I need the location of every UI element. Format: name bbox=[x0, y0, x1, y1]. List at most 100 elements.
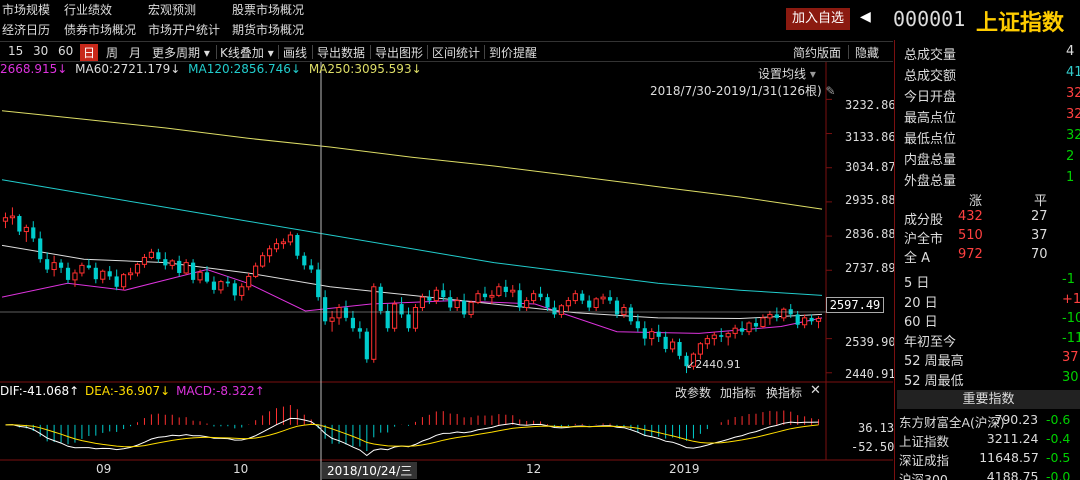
candle bbox=[704, 338, 710, 345]
candle bbox=[524, 300, 530, 309]
return-label: 20 日 bbox=[904, 295, 938, 311]
nav-industry-perf[interactable]: 行业绩效 bbox=[64, 3, 113, 17]
crosshair-date: 2018/10/24/三 bbox=[322, 462, 418, 479]
return-value: +1 bbox=[1062, 291, 1080, 307]
breadth-label: 全 A bbox=[904, 251, 931, 266]
period-day[interactable]: 日 bbox=[80, 44, 99, 61]
stat-value: 32 bbox=[1066, 86, 1080, 101]
breadth-flat: 70 bbox=[1031, 247, 1048, 262]
export-data-button[interactable]: 导出数据 bbox=[317, 46, 366, 60]
candle bbox=[809, 317, 814, 322]
period-week[interactable]: 周 bbox=[106, 46, 119, 60]
stat-value: 41 bbox=[1066, 65, 1080, 80]
candle bbox=[774, 314, 779, 318]
nav-macro-forecast[interactable]: 宏观预测 bbox=[148, 3, 197, 17]
candle bbox=[86, 265, 91, 268]
return-label: 5 日 bbox=[904, 276, 930, 291]
candle bbox=[697, 343, 703, 355]
nav-stock-market[interactable]: 股票市场概况 bbox=[232, 3, 305, 17]
panel-divider bbox=[894, 40, 895, 480]
nav-account-stats[interactable]: 市场开户统计 bbox=[148, 23, 221, 37]
stat-label: 最高点位 bbox=[904, 111, 957, 126]
breadth-flat: 27 bbox=[1031, 209, 1048, 224]
candle bbox=[746, 322, 752, 333]
nav-econ-calendar[interactable]: 经济日历 bbox=[2, 23, 51, 37]
candle bbox=[218, 281, 224, 291]
top-nav: 市场规模 行业绩效 宏观预测 股票市场概况 经济日历 债券市场概况 市场开户统计… bbox=[0, 0, 330, 40]
kline-overlay-button[interactable]: K线叠加 ▾ bbox=[220, 46, 274, 60]
draw-line-button[interactable]: 画线 bbox=[283, 46, 308, 60]
candle bbox=[31, 227, 36, 239]
candle bbox=[587, 300, 592, 308]
stat-value: 320 bbox=[1066, 128, 1080, 143]
ma250-line bbox=[1, 110, 823, 210]
period-60[interactable]: 60 bbox=[58, 44, 74, 58]
nav-bond-market[interactable]: 债券市场概况 bbox=[64, 23, 137, 37]
stat-value: 2 bbox=[1066, 149, 1075, 164]
index-change: -0.5 bbox=[1046, 450, 1071, 465]
add-indicator-button[interactable]: 加指标 bbox=[720, 386, 757, 400]
candle bbox=[580, 293, 585, 301]
candle bbox=[225, 281, 230, 284]
interval-stats-button[interactable]: 区间统计 bbox=[432, 46, 481, 60]
current-price-label: 2597.49 bbox=[826, 297, 884, 313]
candle bbox=[246, 275, 252, 288]
candle bbox=[266, 248, 273, 257]
candle bbox=[767, 313, 773, 319]
candle bbox=[545, 297, 550, 308]
candle bbox=[740, 328, 745, 332]
period-month[interactable]: 月 bbox=[129, 46, 142, 60]
add-watchlist-button[interactable]: 加入自选 bbox=[786, 8, 850, 30]
change-params-button[interactable]: 改参数 bbox=[675, 386, 712, 400]
export-figure-button[interactable]: 导出图形 bbox=[375, 46, 424, 60]
macd-tick: 36.13 bbox=[858, 421, 895, 435]
candle bbox=[329, 317, 335, 322]
date-range-label: 2018/7/30-2019/1/31(126根) ✎ bbox=[650, 84, 836, 98]
prev-arrow-icon[interactable]: ◀ bbox=[860, 9, 871, 25]
candle bbox=[58, 262, 64, 268]
macd-value: MACD:-8.322↑ bbox=[176, 384, 265, 398]
candle bbox=[134, 263, 141, 274]
candle bbox=[406, 314, 411, 329]
candle bbox=[475, 293, 481, 303]
candle bbox=[141, 256, 148, 265]
candle bbox=[239, 286, 245, 296]
stock-code: 000001 bbox=[893, 7, 966, 31]
index-value: 4188.75 bbox=[986, 469, 1039, 480]
nav-futures-market[interactable]: 期货市场概况 bbox=[232, 23, 305, 37]
close-icon[interactable]: ✕ bbox=[810, 383, 821, 398]
candle bbox=[121, 274, 127, 288]
simple-layout-button[interactable]: 简约版面 bbox=[793, 46, 842, 60]
breadth-header: 平 bbox=[1034, 194, 1048, 209]
divider bbox=[278, 45, 279, 59]
return-value: -11 bbox=[1062, 330, 1080, 346]
return-value: -1 bbox=[1062, 272, 1075, 287]
stat-label: 总成交额 bbox=[904, 69, 957, 84]
breadth-label: 沪全市 bbox=[904, 232, 944, 247]
hide-panel-button[interactable]: 隐藏 bbox=[855, 46, 880, 60]
candle bbox=[316, 269, 321, 298]
candle bbox=[531, 293, 537, 302]
nav-market-scale[interactable]: 市场规模 bbox=[2, 3, 51, 17]
price-alert-button[interactable]: 到价提醒 bbox=[489, 46, 538, 60]
candle bbox=[433, 289, 439, 302]
candle bbox=[558, 305, 564, 315]
y-tick: 2440.91 bbox=[845, 367, 896, 381]
dea-line bbox=[5, 423, 819, 448]
dif-value: DIF:-41.068↑ bbox=[0, 384, 80, 398]
switch-indicator-button[interactable]: 换指标 bbox=[766, 386, 803, 400]
candle bbox=[148, 251, 154, 258]
kline-chart[interactable] bbox=[0, 62, 893, 480]
period-30[interactable]: 30 bbox=[33, 44, 49, 58]
index-name: 东方财富全A(沪深) bbox=[899, 415, 1005, 430]
candle bbox=[197, 271, 203, 281]
candle bbox=[309, 265, 314, 270]
candle bbox=[9, 215, 16, 219]
candle bbox=[169, 260, 175, 266]
period-15[interactable]: 15 bbox=[8, 44, 24, 58]
candle bbox=[183, 262, 189, 274]
more-period-button[interactable]: 更多周期 ▾ bbox=[152, 46, 210, 60]
set-ma-button[interactable]: 设置均线 ▾ bbox=[758, 67, 816, 81]
candle bbox=[621, 307, 627, 315]
ma-legend: 2668.915↓ MA60:2721.179↓ MA120:2856.746↓… bbox=[0, 62, 422, 76]
